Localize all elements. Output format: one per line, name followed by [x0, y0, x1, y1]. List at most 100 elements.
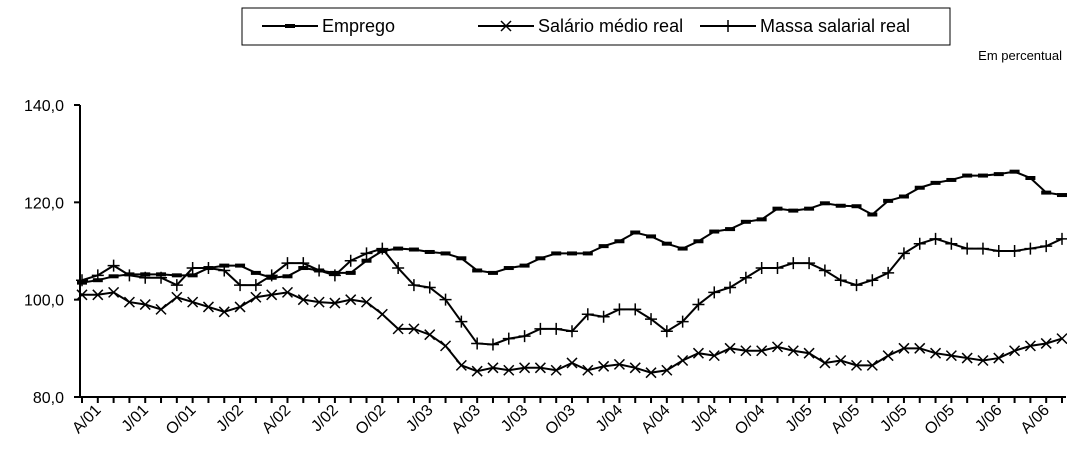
marker — [155, 271, 168, 284]
marker — [281, 257, 294, 270]
marker — [266, 289, 278, 301]
x-tick-label: A/06 — [1018, 402, 1053, 437]
marker — [866, 274, 879, 287]
marker — [297, 257, 310, 270]
marker — [408, 323, 420, 335]
marker — [787, 257, 800, 270]
marker — [218, 264, 231, 277]
x-tick-label: J/04 — [688, 402, 721, 435]
marker — [692, 347, 704, 359]
x-tick-label: A/01 — [69, 402, 104, 437]
marker — [834, 274, 847, 287]
marker — [866, 359, 878, 371]
marker — [360, 247, 373, 260]
marker — [882, 266, 895, 279]
marker — [249, 279, 262, 292]
marker — [376, 308, 388, 320]
marker — [313, 264, 326, 277]
x-tick-label: J/04 — [593, 402, 626, 435]
marker — [724, 342, 736, 354]
marker — [486, 338, 499, 351]
marker — [930, 347, 942, 359]
x-tick-label: J/03 — [403, 402, 436, 435]
marker — [487, 362, 499, 374]
marker — [376, 242, 389, 255]
marker — [945, 350, 957, 362]
marker — [961, 352, 973, 364]
marker — [771, 262, 784, 275]
marker — [91, 269, 104, 282]
marker — [518, 330, 531, 343]
marker — [407, 279, 420, 292]
x-tick-label: A/05 — [828, 402, 863, 437]
x-tick-label: A/04 — [638, 402, 673, 437]
marker — [629, 362, 641, 374]
y-tick-label: 140,0 — [24, 98, 64, 115]
legend-label: Salário médio real — [538, 16, 683, 36]
marker — [897, 247, 910, 260]
x-tick-label: J/05 — [877, 402, 910, 435]
x-tick-label: J/05 — [783, 402, 816, 435]
marker — [1024, 340, 1036, 352]
marker — [234, 279, 247, 292]
marker — [1040, 337, 1052, 349]
x-tick-label: J/06 — [972, 402, 1005, 435]
marker — [265, 269, 278, 282]
marker — [534, 362, 546, 374]
marker — [722, 20, 734, 32]
marker — [898, 342, 910, 354]
marker — [1008, 245, 1021, 257]
x-tick-label: O/04 — [732, 402, 769, 439]
marker — [502, 332, 515, 345]
marker — [424, 329, 436, 341]
marker — [882, 350, 894, 362]
marker — [914, 342, 926, 354]
marker — [550, 322, 563, 335]
x-tick-label: O/05 — [922, 402, 959, 439]
marker — [739, 271, 752, 284]
marker — [392, 262, 405, 275]
marker — [440, 340, 452, 352]
x-tick-label: J/02 — [213, 402, 246, 435]
marker — [202, 262, 215, 275]
marker — [993, 352, 1005, 364]
marker — [1040, 240, 1053, 253]
marker — [992, 245, 1005, 257]
marker — [345, 294, 357, 306]
marker — [566, 325, 578, 338]
marker — [328, 269, 341, 282]
marker — [76, 289, 88, 301]
marker — [123, 269, 136, 282]
marker — [1056, 333, 1067, 345]
marker — [661, 364, 673, 376]
marker — [360, 296, 373, 308]
legend-box — [241, 7, 951, 46]
marker — [534, 322, 547, 335]
marker — [803, 257, 816, 270]
marker — [708, 350, 720, 362]
marker — [613, 303, 626, 316]
marker — [392, 323, 404, 335]
marker — [313, 296, 325, 308]
marker — [170, 279, 183, 292]
x-tick-label: J/02 — [308, 402, 341, 435]
marker — [645, 367, 657, 379]
marker — [613, 358, 625, 370]
marker — [439, 293, 452, 306]
marker — [550, 364, 562, 376]
legend-label: Emprego — [322, 16, 395, 36]
marker — [582, 364, 594, 376]
marker — [977, 354, 989, 367]
marker — [76, 274, 88, 287]
unit-note: Em percentual — [978, 48, 1062, 63]
marker — [329, 297, 341, 309]
x-tick-label: O/02 — [353, 402, 390, 439]
marker — [598, 360, 610, 372]
marker — [187, 296, 199, 308]
marker — [123, 296, 135, 308]
marker — [1009, 345, 1021, 357]
marker — [850, 279, 863, 292]
marker — [1056, 232, 1067, 245]
marker — [471, 337, 484, 350]
